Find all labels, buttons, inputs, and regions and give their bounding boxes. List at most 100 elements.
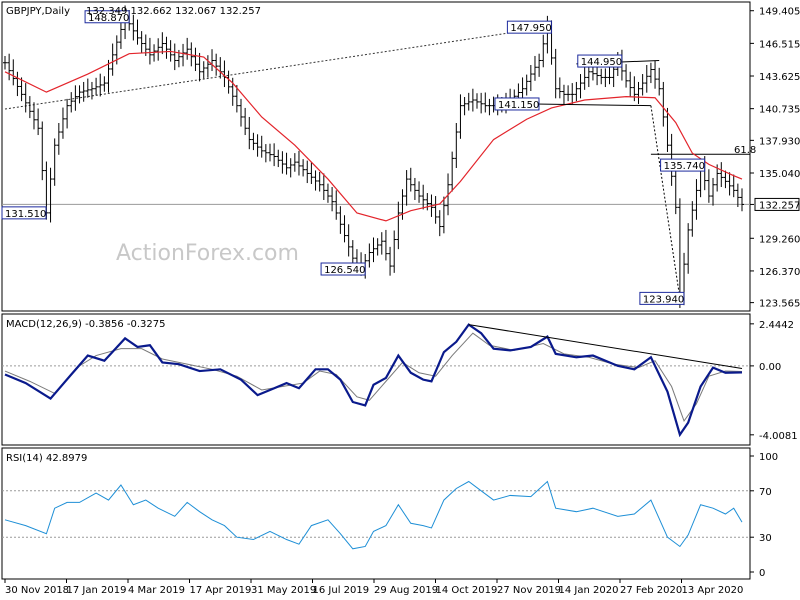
price-annotation: 147.950 [506,20,552,34]
ohlc-bar [56,122,61,155]
ohlc-bar [532,55,537,81]
ohlc-bar [483,92,488,113]
ohlc-bar [541,34,546,68]
ohlc-bar [11,59,16,86]
ohlc-bar [528,65,533,91]
ohlc-bar [214,53,219,76]
ohlc-bar [36,108,41,136]
ohlc-bar [156,38,161,61]
ohlc-bar [462,97,467,116]
ohlc-bar [404,170,409,206]
ohlc-bar [305,160,310,184]
x-axis-label: 14 Jan 2020 [559,585,619,596]
ohlc-bar [234,84,239,113]
ohlc-bar [607,66,612,85]
ohlc-bar [152,44,157,62]
ohlc-bar [94,77,99,96]
ohlc-bar [475,93,480,109]
ohlc-bar [338,206,343,234]
ohlc-bar [657,67,662,96]
ohlc-bar [640,74,645,96]
ohlc-bar [599,68,604,85]
ohlc-bar [247,116,252,150]
x-axis-label: 27 Nov 2019 [497,585,561,596]
ohlc-bar [40,121,45,181]
ohlc-bar [375,238,380,256]
ohlc-bar [644,65,649,93]
ohlc-bar [342,215,347,243]
rsi-axis-label: 30 [759,533,772,544]
ohlc-bar [561,84,566,104]
ohlc-bar [102,76,107,92]
annotation-label: 131.510 [5,209,46,220]
annotation-label: 123.940 [643,294,684,305]
ohlc-bar [731,174,736,198]
ohlc-bar [147,37,152,65]
x-axis-label: 17 Apr 2019 [190,585,252,596]
ohlc-bar [487,98,492,116]
symbol-header: GBPJPY,Daily [6,6,70,17]
price-axis-label: 126.370 [759,267,800,278]
fib-label: 61.8 [734,145,756,156]
x-axis-label: 4 Mar 2019 [128,585,185,596]
ohlc-bar [48,167,53,223]
ohlc-bar [321,173,326,200]
macd-panel [1,313,751,446]
macd-trendline [468,324,743,369]
ohlc-bar [603,68,608,88]
ohlc-bar [98,73,103,97]
price-axis-label: 143.625 [759,72,800,83]
annotation-label: 126.540 [324,265,365,276]
ohlc-bar [570,83,575,104]
ohlc-bar [441,196,446,234]
price-annotation: 126.540 [320,262,366,276]
ohlc-bar [557,77,562,99]
ohlc-bar [3,55,7,70]
price-annotation: 144.950 [577,54,623,68]
drop-line [650,105,681,299]
annotation-label: 144.950 [581,57,622,68]
ohlc-bar [578,74,583,99]
ohlc-bar [15,71,20,97]
x-axis-label: 31 May 2019 [251,585,316,596]
ohlc-bar [110,43,115,76]
ohlc-bar [106,59,111,93]
ohlc-bar [665,107,670,152]
ohlc-bar [288,158,293,178]
trendline-long [4,26,548,110]
ohlc-bar [371,237,376,263]
ohlc-bar [454,122,459,168]
ohlc-bar [201,61,206,79]
x-axis-label: 16 Jul 2019 [313,585,370,596]
ohlc-bar [686,223,691,274]
ohlc-bar [69,92,74,113]
ohlc-bar [301,159,306,177]
ohlc-bar [23,83,28,113]
ohlc-bar [383,229,388,261]
ohlc-bar [263,144,268,163]
ohlc-bar [466,92,471,111]
ohlc-bar [135,19,140,45]
ohlc-bar [181,43,186,67]
ohlc-bar [296,150,301,176]
ohlc-bar [292,153,297,172]
macd-axis-label: 0.00 [759,362,781,373]
macd-layer [2,323,750,438]
ohlc-bar [586,65,591,88]
axis-layer: 149.405 146.515 143.625 140.735 137.930 135.0… [4,7,800,596]
rsi-axis-label: 100 [759,452,778,463]
price-axis-label: 140.735 [759,105,800,116]
annotation-box [660,158,706,172]
price-panel [1,1,751,312]
ohlc-bar [73,85,78,111]
ohlc-bar [259,135,264,158]
ohlc-bar [60,107,65,139]
annotation-label: 135.740 [664,161,705,172]
annotation-label: 147.950 [510,23,551,34]
ohlc-bar [735,183,740,208]
ohlc-bar [267,143,272,162]
price-axis-label: 129.260 [759,234,800,245]
ohlc-bar [408,167,413,192]
ohlc-bar [719,162,724,187]
macd-header: MACD(12,26,9) -0.3856 -0.3275 [6,319,166,330]
